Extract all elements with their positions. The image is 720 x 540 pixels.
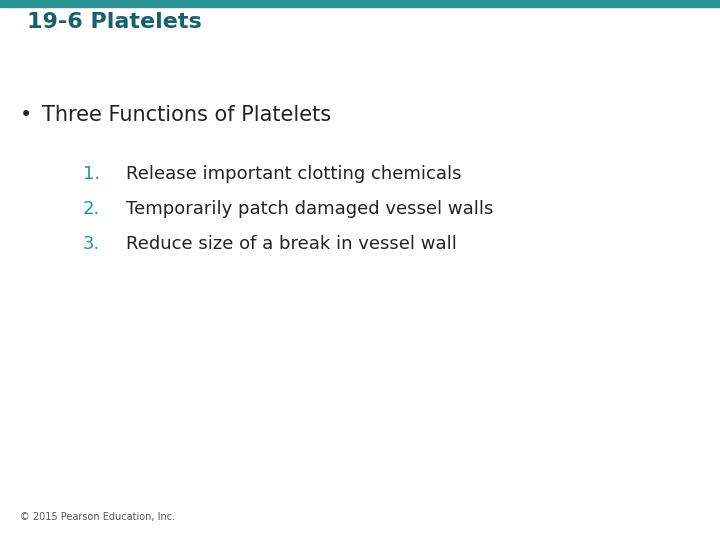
Text: Release important clotting chemicals: Release important clotting chemicals: [126, 165, 462, 183]
Text: © 2015 Pearson Education, Inc.: © 2015 Pearson Education, Inc.: [20, 512, 175, 522]
Text: 2.: 2.: [83, 200, 100, 218]
Text: Temporarily patch damaged vessel walls: Temporarily patch damaged vessel walls: [126, 200, 493, 218]
Text: 19-6 Platelets: 19-6 Platelets: [27, 12, 202, 32]
Text: 1.: 1.: [83, 165, 100, 183]
Text: Three Functions of Platelets: Three Functions of Platelets: [42, 105, 331, 125]
FancyBboxPatch shape: [0, 0, 720, 7]
Text: Reduce size of a break in vessel wall: Reduce size of a break in vessel wall: [126, 235, 457, 253]
Text: •: •: [20, 105, 32, 125]
Text: 3.: 3.: [83, 235, 100, 253]
